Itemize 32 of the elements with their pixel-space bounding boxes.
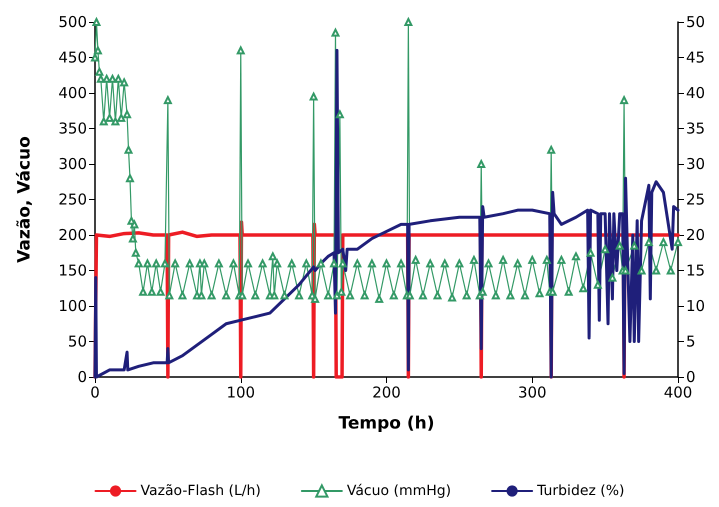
y2-tick-label: 50 xyxy=(686,13,706,31)
x-tick-label: 0 xyxy=(90,384,100,402)
y2-tick-label: 40 xyxy=(686,84,706,102)
y-tick-label: 400 xyxy=(58,84,87,102)
y2-tick-label: 35 xyxy=(686,120,706,138)
y-tick-label: 100 xyxy=(58,297,87,315)
y-tick-label: 250 xyxy=(58,190,87,208)
y2-tick-label: 45 xyxy=(686,48,706,66)
y2-tick-label: 0 xyxy=(686,368,696,386)
y-tick-label: 500 xyxy=(58,13,87,31)
x-tick-label: 400 xyxy=(664,384,692,402)
y2-tick-label: 10 xyxy=(686,297,706,315)
y-tick-label: 300 xyxy=(58,155,87,173)
y2-tick-label: 5 xyxy=(686,332,696,350)
y-tick-label: 0 xyxy=(77,368,87,386)
y-tick-label: 150 xyxy=(58,262,87,280)
y2-tick-label: 20 xyxy=(686,226,706,244)
legend-label: Vácuo (mmHg) xyxy=(346,483,452,499)
y-tick-label: 200 xyxy=(58,226,87,244)
legend-label: Turbidez (%) xyxy=(536,483,624,499)
x-tick-label: 300 xyxy=(518,384,547,402)
y-tick-label: 50 xyxy=(68,332,87,350)
y2-tick-label: 25 xyxy=(686,190,706,208)
y-tick-label: 350 xyxy=(58,120,87,138)
x-axis-title: Tempo (h) xyxy=(338,414,434,434)
x-tick-label: 100 xyxy=(226,384,256,402)
y-axis-title: Vazão, Vácuo xyxy=(14,136,34,263)
y-tick-label: 450 xyxy=(58,48,87,66)
y2-tick-label: 30 xyxy=(686,155,706,173)
legend-label: Vazão-Flash (L/h) xyxy=(140,483,261,499)
y2-tick-label: 15 xyxy=(686,262,706,280)
x-tick-label: 200 xyxy=(372,384,401,402)
